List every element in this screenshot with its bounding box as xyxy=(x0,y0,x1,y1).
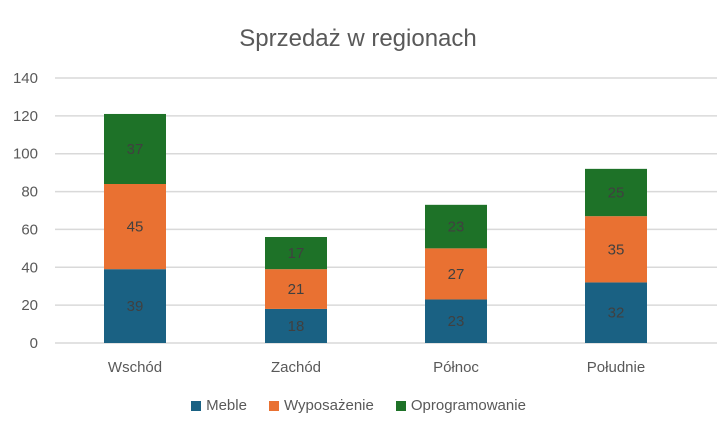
bar-segment xyxy=(585,282,647,343)
bar-segment xyxy=(104,184,166,270)
data-label: 32 xyxy=(608,305,625,322)
legend-label: Oprogramowanie xyxy=(410,397,526,414)
legend-label: Wyposażenie xyxy=(283,397,374,414)
data-label: 39 xyxy=(127,298,144,315)
legend-item: Wyposażenie xyxy=(268,397,374,414)
data-label: 17 xyxy=(288,245,305,262)
legend-item: Oprogramowanie xyxy=(395,397,526,414)
data-label: 23 xyxy=(448,219,465,236)
x-tick-label: Zachód xyxy=(271,359,321,376)
data-label: 25 xyxy=(608,185,625,202)
legend-swatch xyxy=(395,400,406,411)
y-tick-label: 20 xyxy=(21,297,38,314)
y-tick-label: 140 xyxy=(13,70,38,87)
legend-swatch xyxy=(191,400,202,411)
legend-swatch xyxy=(268,400,279,411)
bar-segment xyxy=(425,299,487,343)
y-tick-label: 40 xyxy=(21,259,38,276)
bar-segment xyxy=(265,237,327,270)
legend-label: Meble xyxy=(206,397,247,414)
y-tick-label: 0 xyxy=(30,335,38,352)
y-tick-label: 120 xyxy=(13,108,38,125)
y-tick-label: 80 xyxy=(21,184,38,201)
chart-title: Sprzedaż w regionach xyxy=(239,25,476,52)
bar-segment xyxy=(425,204,487,249)
y-tick-label: 100 xyxy=(13,146,38,163)
data-label: 23 xyxy=(448,313,465,330)
x-tick-label: Wschód xyxy=(108,359,162,376)
y-tick-label: 60 xyxy=(21,221,38,238)
x-tick-label: Południe xyxy=(587,359,645,376)
bar-segment xyxy=(265,269,327,309)
data-label: 35 xyxy=(608,241,625,258)
bar-segment xyxy=(104,269,166,343)
bar-segment xyxy=(425,248,487,300)
data-label: 37 xyxy=(127,141,144,158)
bar-segment xyxy=(585,168,647,217)
x-tick-label: Północ xyxy=(433,359,479,376)
data-label: 27 xyxy=(448,266,465,283)
data-label: 21 xyxy=(288,281,305,298)
legend-item: Meble xyxy=(191,397,247,414)
legend: Meble Wyposażenie Oprogramowanie xyxy=(0,397,717,414)
data-label: 45 xyxy=(127,219,144,236)
data-label: 18 xyxy=(288,318,305,335)
bar-segment xyxy=(585,216,647,283)
bar-segment xyxy=(265,308,327,343)
bar-segment xyxy=(104,113,166,184)
